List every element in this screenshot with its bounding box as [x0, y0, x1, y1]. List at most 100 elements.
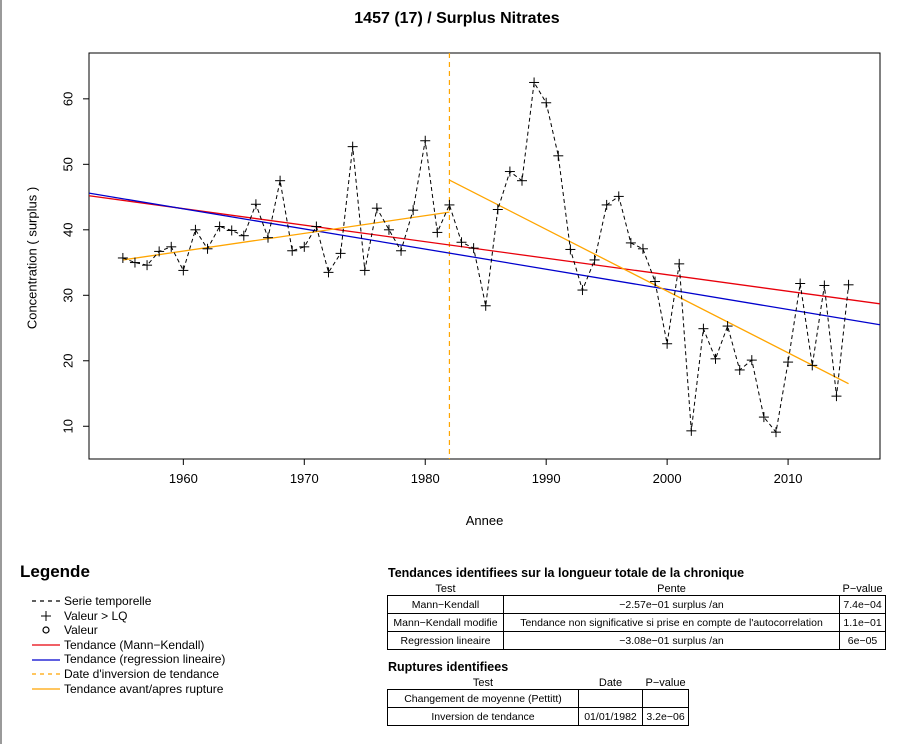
data-point-marker: [734, 364, 745, 375]
y-tick-label: 20: [60, 354, 75, 368]
table-row: Mann−Kendall modifie Tendance non signifi…: [387, 613, 887, 632]
data-point-marker: [770, 427, 781, 438]
data-point-marker: [710, 353, 721, 364]
table-header-cell: P−value: [842, 582, 883, 595]
legend-key-symbol: [30, 653, 64, 667]
trends-table-title: Tendances identifiees sur la longueur to…: [388, 566, 745, 580]
table-cell: [641, 689, 690, 708]
legend-item-label: Valeur: [64, 623, 98, 638]
data-point-marker: [202, 243, 213, 254]
data-point-marker: [299, 241, 310, 252]
data-point-marker: [432, 227, 443, 238]
table-cell: Mann−Kendall modifie: [387, 613, 504, 632]
table-row: Mann−Kendall −2.57e−01 surplus /an 7.4e−04: [387, 595, 887, 614]
data-point-marker: [746, 355, 757, 366]
data-point-marker: [226, 225, 237, 236]
regression-trend-line: [89, 192, 880, 326]
data-point-marker: [589, 254, 600, 265]
legend-item: Serie temporelle: [30, 594, 225, 609]
legend-key-symbol: [30, 609, 64, 623]
x-tick-label: 1980: [411, 471, 440, 486]
table-cell: −3.08e−01 surplus /an: [503, 631, 840, 650]
trend-after-rupture-line: [449, 179, 849, 385]
legend-item: Tendance (Mann−Kendall): [30, 638, 225, 653]
x-tick-label: 1960: [169, 471, 198, 486]
table-cell: Regression lineaire: [387, 631, 504, 650]
data-point-marker: [480, 300, 491, 311]
table-row: Regression lineaire −3.08e−01 surplus /an…: [387, 631, 887, 650]
data-point-marker: [323, 267, 334, 278]
data-point-marker: [420, 135, 431, 146]
legend-key-symbol: [30, 682, 64, 696]
ruptures-table-title: Ruptures identifiees: [388, 660, 509, 674]
data-point-marker: [371, 203, 382, 214]
time-series-chart: 1960 1970 1980 1990 2000 2010102030405060Anne…: [24, 52, 881, 528]
data-point-marker: [613, 191, 624, 202]
table-header-cell: Test: [435, 582, 456, 595]
legend-item: Valeur: [30, 623, 225, 638]
legend-item-label: Tendance (Mann−Kendall): [64, 637, 205, 652]
legend-item: Tendance (regression lineaire): [30, 652, 225, 667]
plot-area: [89, 53, 880, 459]
data-point-marker: [674, 258, 685, 269]
x-tick-label: 2010: [774, 471, 803, 486]
data-point-marker: [359, 265, 370, 276]
data-point-marker: [637, 243, 648, 254]
data-point-marker: [166, 241, 177, 252]
table-cell: 7.4e−04: [838, 595, 887, 614]
table-cell: 01/01/1982: [578, 707, 643, 726]
table-cell: Inversion de tendance: [387, 707, 579, 726]
table-cell: −2.57e−01 surplus /an: [503, 595, 840, 614]
table-row: Inversion de tendance 01/01/1982 3.2e−06: [387, 707, 690, 726]
data-point-marker: [795, 278, 806, 289]
data-point-marker: [529, 77, 540, 88]
data-point-marker: [396, 245, 407, 256]
table-header-row: Test Pente P−value: [388, 582, 886, 596]
table-cell: 1.1e−01: [838, 613, 887, 632]
data-point-marker: [686, 425, 697, 436]
data-point-marker: [190, 224, 201, 235]
data-point-marker: [601, 199, 612, 210]
chart-title: 1457 (17) / Surplus Nitrates: [354, 10, 560, 27]
legend-item-label: Tendance (regression lineaire): [64, 652, 226, 667]
data-point-marker: [383, 224, 394, 235]
x-tick-label: 2000: [653, 471, 682, 486]
table-header-cell: Test: [472, 676, 494, 689]
data-point-marker: [347, 141, 358, 152]
data-point-marker: [250, 199, 261, 210]
data-point-marker: [758, 412, 769, 423]
legend: Serie temporelle Valeur > LQ Valeur Tendan…: [30, 594, 225, 696]
data-point-marker: [492, 204, 503, 215]
data-point-marker: [504, 166, 515, 177]
data-point-marker: [831, 391, 842, 402]
data-point-marker: [722, 321, 733, 332]
data-point-marker: [456, 237, 467, 248]
table-cell: 6e−05: [838, 631, 887, 650]
data-point-marker: [408, 205, 419, 216]
data-point-marker: [625, 237, 636, 248]
trends-table: Test Pente P−value Mann−Kendall −2.57e−01 su…: [387, 582, 887, 650]
data-point-marker: [117, 252, 128, 263]
data-point-marker: [263, 232, 274, 243]
table-cell: Mann−Kendall: [387, 595, 504, 614]
data-point-marker: [275, 175, 286, 186]
legend-key-symbol: [30, 667, 64, 681]
data-point-marker: [154, 246, 165, 257]
data-point-marker: [129, 257, 140, 268]
trend-before-rupture-line: [122, 211, 450, 261]
table-header-cell: Date: [598, 676, 623, 689]
data-point-marker: [142, 260, 153, 271]
table-cell: Changement de moyenne (Pettitt): [387, 689, 579, 708]
x-axis-label: Annee: [466, 513, 504, 528]
table-cell: 3.2e−06: [641, 707, 690, 726]
plot-frame: [88, 52, 881, 460]
time-series-line: [122, 80, 850, 434]
data-point-marker: [516, 175, 527, 186]
legend-item: Tendance avant/apres rupture: [30, 682, 225, 697]
legend-title: Legende: [20, 562, 90, 581]
legend-key-symbol: [30, 594, 64, 608]
y-tick-label: 60: [60, 92, 75, 106]
data-point-marker: [577, 285, 588, 296]
y-tick-label: 50: [60, 157, 75, 171]
legend-item-label: Date d'inversion de tendance: [64, 666, 220, 681]
